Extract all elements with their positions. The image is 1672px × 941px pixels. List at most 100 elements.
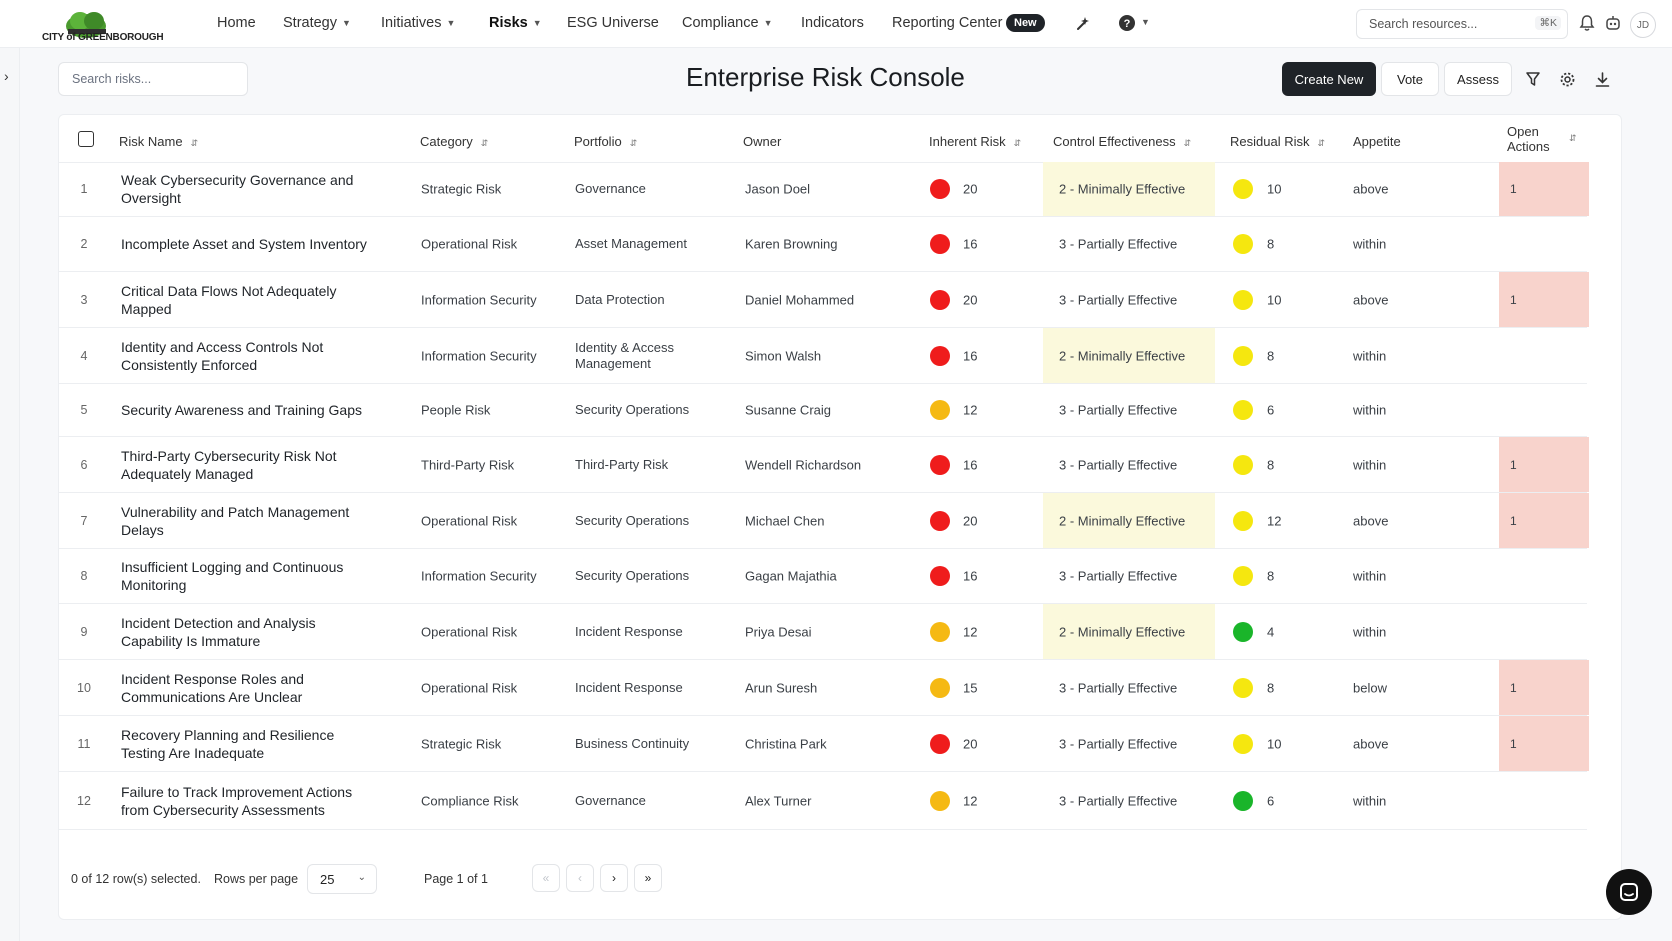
control-effectiveness: 3 - Partially Effective [1059, 568, 1178, 584]
risk-name-link[interactable]: Recovery Planning and Resilience Testing… [121, 726, 335, 761]
open-actions-count[interactable]: 1 [1510, 736, 1517, 751]
residual-risk-indicator [1233, 677, 1253, 698]
bell-icon[interactable] [1576, 12, 1598, 34]
table-row[interactable]: 9 Incident Detection and Analysis Capabil… [59, 604, 1587, 660]
help-icon: ? [1119, 15, 1136, 31]
create-new-button[interactable]: Create New [1282, 62, 1376, 96]
open-actions-count[interactable]: 1 [1510, 457, 1517, 472]
control-effectiveness: 3 - Partially Effective [1059, 680, 1178, 695]
table-row[interactable]: 8 Insufficient Logging and Continuous Mon… [59, 549, 1587, 604]
header-residual-risk[interactable]: Residual Risk ⇵ [1230, 134, 1325, 149]
risk-category: Operational Risk [421, 680, 518, 695]
table-row[interactable]: 11 Recovery Planning and Resilience Testi… [59, 716, 1589, 772]
risk-portfolio: Data Protection [575, 291, 665, 307]
risk-owner: Christina Park [745, 736, 827, 751]
residual-risk-score: 8 [1267, 236, 1275, 252]
rows-per-page-select[interactable]: 25 ⌄ [307, 864, 377, 894]
vote-button[interactable]: Vote [1381, 62, 1439, 96]
risk-name-link[interactable]: Security Awareness and Training Gaps [121, 402, 362, 418]
table-row[interactable]: 5 Security Awareness and Training Gaps Peo… [59, 384, 1587, 437]
row-number: 6 [80, 457, 88, 472]
nav-home[interactable]: Home [217, 15, 256, 31]
risk-category: Compliance Risk [421, 793, 519, 808]
table-row[interactable]: 10 Incident Response Roles and Communicat… [59, 660, 1589, 716]
last-page-button[interactable]: » [634, 864, 662, 892]
assistant-icon[interactable] [1602, 12, 1624, 34]
risk-appetite: above [1353, 736, 1389, 751]
risk-name-link[interactable]: Critical Data Flows Not Adequately Mappe… [121, 282, 337, 317]
svg-text:?: ? [1124, 18, 1131, 30]
table-row[interactable]: 12 Failure to Track Improvement Actions f… [59, 772, 1587, 830]
resource-search-input[interactable]: Search resources... ⌘K [1356, 9, 1568, 39]
nav-indicators[interactable]: Indicators [801, 15, 864, 31]
nav-risks[interactable]: Risks ▼ [489, 15, 542, 31]
risk-name-link[interactable]: Failure to Track Improvement Actions fro… [121, 783, 353, 818]
table-row[interactable]: 7 Vulnerability and Patch Management Dela… [59, 493, 1589, 549]
help-menu[interactable]: ? ▼ [1116, 12, 1152, 34]
risk-search-input[interactable]: Search risks... [58, 62, 248, 96]
risk-portfolio: Incident Response [575, 679, 683, 695]
previous-page-button[interactable]: ‹ [566, 864, 594, 892]
chevron-right-icon[interactable]: › [4, 68, 9, 84]
inherent-risk-indicator [930, 179, 950, 199]
control-effectiveness: 3 - Partially Effective [1059, 457, 1178, 472]
table-row[interactable]: 1 Weak Cybersecurity Governance and Overs… [59, 162, 1589, 217]
residual-risk-score: 8 [1267, 568, 1275, 584]
header-control-effectiveness[interactable]: Control Effectiveness ⇵ [1053, 134, 1191, 149]
assess-button[interactable]: Assess [1444, 62, 1512, 96]
select-all-checkbox[interactable] [78, 131, 94, 147]
risk-category: Third-Party Risk [421, 457, 515, 472]
risk-name-link[interactable]: Identity and Access Controls Not Consist… [121, 338, 324, 373]
nav-reporting-center[interactable]: Reporting Center [892, 15, 1002, 31]
next-page-button[interactable]: › [600, 864, 628, 892]
chat-launcher-button[interactable] [1606, 869, 1652, 915]
city-logo[interactable] [42, 4, 152, 44]
open-actions-count[interactable]: 1 [1510, 182, 1517, 196]
actions-highlight [1499, 716, 1589, 771]
risk-name-link[interactable]: Incomplete Asset and System Inventory [121, 236, 367, 252]
nav-esg-universe[interactable]: ESG Universe [567, 15, 659, 31]
filter-icon[interactable] [1523, 69, 1543, 89]
open-actions-count[interactable]: 1 [1510, 513, 1517, 528]
avatar[interactable]: JD [1630, 12, 1656, 38]
risk-appetite: within [1353, 624, 1387, 639]
risk-appetite: within [1353, 568, 1387, 584]
header-risk-name[interactable]: Risk Name ⇵ [119, 134, 198, 149]
header-open-actions[interactable]: Open Actions [1507, 124, 1550, 154]
inherent-risk-score: 16 [963, 348, 978, 363]
open-actions-count[interactable]: 1 [1510, 680, 1517, 695]
table-row[interactable]: 2 Incomplete Asset and System Inventory Op… [59, 217, 1587, 272]
first-page-button[interactable]: « [532, 864, 560, 892]
inherent-risk-score: 12 [963, 793, 978, 808]
open-actions-count[interactable]: 1 [1510, 292, 1517, 307]
risk-category: Operational Risk [421, 236, 518, 252]
header-category[interactable]: Category ⇵ [420, 134, 488, 149]
risk-appetite: above [1353, 181, 1389, 197]
table-row[interactable]: 4 Identity and Access Controls Not Consis… [59, 328, 1587, 384]
table-row[interactable]: 3 Critical Data Flows Not Adequately Mapp… [59, 272, 1589, 328]
risk-name-link[interactable]: Incident Response Roles and Communicatio… [121, 670, 304, 705]
risk-owner: Karen Browning [745, 236, 838, 252]
risk-name-link[interactable]: Weak Cybersecurity Governance and Oversi… [121, 172, 354, 206]
header-inherent-risk[interactable]: Inherent Risk ⇵ [929, 134, 1021, 149]
chat-icon [1620, 883, 1638, 901]
chevron-down-icon: ▼ [342, 18, 351, 28]
nav-compliance[interactable]: Compliance ▼ [682, 15, 773, 31]
table-row[interactable]: 6 Third-Party Cybersecurity Risk Not Adeq… [59, 437, 1589, 493]
gear-icon[interactable] [1557, 69, 1577, 89]
nav-strategy[interactable]: Strategy ▼ [283, 15, 351, 31]
new-badge: New [1006, 14, 1045, 32]
inherent-risk-score: 12 [963, 402, 978, 418]
header-portfolio[interactable]: Portfolio ⇵ [574, 134, 637, 149]
nav-initiatives[interactable]: Initiatives ▼ [381, 15, 455, 31]
risk-name-link[interactable]: Incident Detection and Analysis Capabili… [121, 614, 316, 649]
inherent-risk-indicator [930, 234, 950, 254]
risk-name-link[interactable]: Third-Party Cybersecurity Risk Not Adequ… [121, 447, 337, 482]
download-icon[interactable] [1592, 69, 1612, 89]
inherent-risk-indicator [930, 677, 950, 698]
inherent-risk-score: 20 [963, 513, 978, 528]
risk-name-link[interactable]: Insufficient Logging and Continuous Moni… [121, 559, 344, 593]
tools-icon[interactable] [1073, 12, 1095, 34]
risk-name-link[interactable]: Vulnerability and Patch Management Delay… [121, 503, 350, 538]
risk-table-card [58, 114, 1622, 920]
